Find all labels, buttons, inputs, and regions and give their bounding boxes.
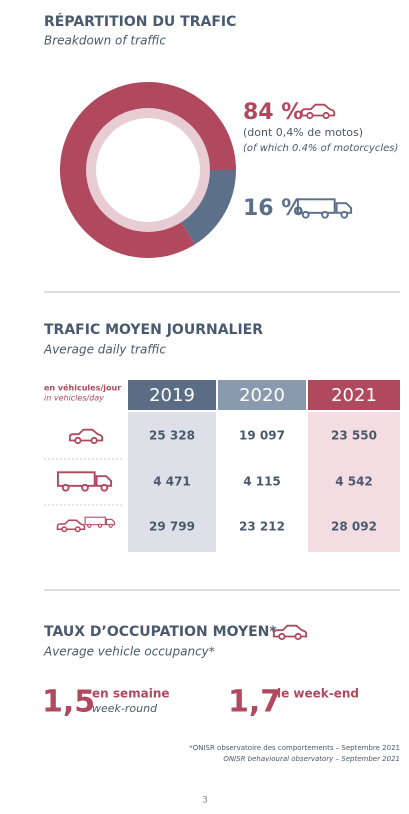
section-title: TRAFIC MOYEN JOURNALIER [44, 322, 263, 338]
column-bg [128, 412, 216, 552]
occupancy-label: week-round [92, 702, 158, 715]
column-bg [308, 412, 400, 552]
occupancy-label: en semaine [92, 687, 170, 701]
table-cell: 25 328 [149, 429, 195, 443]
unit: in vehicles/day [44, 394, 104, 403]
occupancy-label: le week-end [277, 687, 359, 701]
car-icon [272, 624, 308, 641]
section-subtitle: Average vehicle occupancy* [43, 645, 215, 659]
footnote: *ONISR observatoire des comportements – … [189, 744, 400, 752]
year: 2019 [149, 385, 195, 406]
section-title: RÉPARTITION DU TRAFIC [44, 13, 236, 30]
year: 2021 [331, 385, 377, 406]
year: 2020 [239, 385, 285, 406]
section-subtitle: Breakdown of traffic [44, 34, 166, 48]
table-cell: 4 115 [243, 475, 281, 489]
table-cell: 23 550 [331, 429, 377, 443]
table-cell: 28 092 [331, 520, 377, 534]
table-cell: 19 097 [239, 429, 285, 443]
occupancy-value: 1,5 [42, 685, 95, 720]
truck-icon [296, 198, 353, 219]
table-cell: 4 542 [335, 475, 373, 489]
header-cell [128, 380, 216, 410]
header-cell [308, 380, 400, 410]
note: (of which 0.4% of motorcycles) [243, 143, 398, 154]
footnote: ONISR behavioural observatory – Septembe… [223, 755, 400, 763]
section-title: TAUX D’OCCUPATION MOYEN* [44, 624, 277, 640]
header-cell [218, 380, 306, 410]
section-subtitle: Average daily traffic [43, 343, 166, 357]
donut [60, 81, 236, 259]
occupancy-value: 1,7 [228, 685, 281, 720]
unit: en véhicules/jour [44, 383, 121, 393]
table-cell: 23 212 [239, 520, 285, 534]
donut-hole [96, 118, 200, 222]
table-cell: 29 799 [149, 520, 195, 534]
page-number: 3 [202, 796, 208, 806]
car-icon [300, 103, 336, 120]
table-cell: 4 471 [153, 475, 191, 489]
truck-icon [84, 516, 116, 528]
car-icon [56, 519, 86, 533]
note: (dont 0,4% de motos) [243, 126, 363, 139]
truck-icon [56, 471, 113, 492]
share-label: 16 % [243, 196, 303, 221]
share-label: 84 % [243, 100, 303, 125]
table-body: 25 328 19 097 23 550 4 471 4 115 4 542 29 799 2… [149, 429, 377, 534]
car-icon [68, 428, 104, 445]
